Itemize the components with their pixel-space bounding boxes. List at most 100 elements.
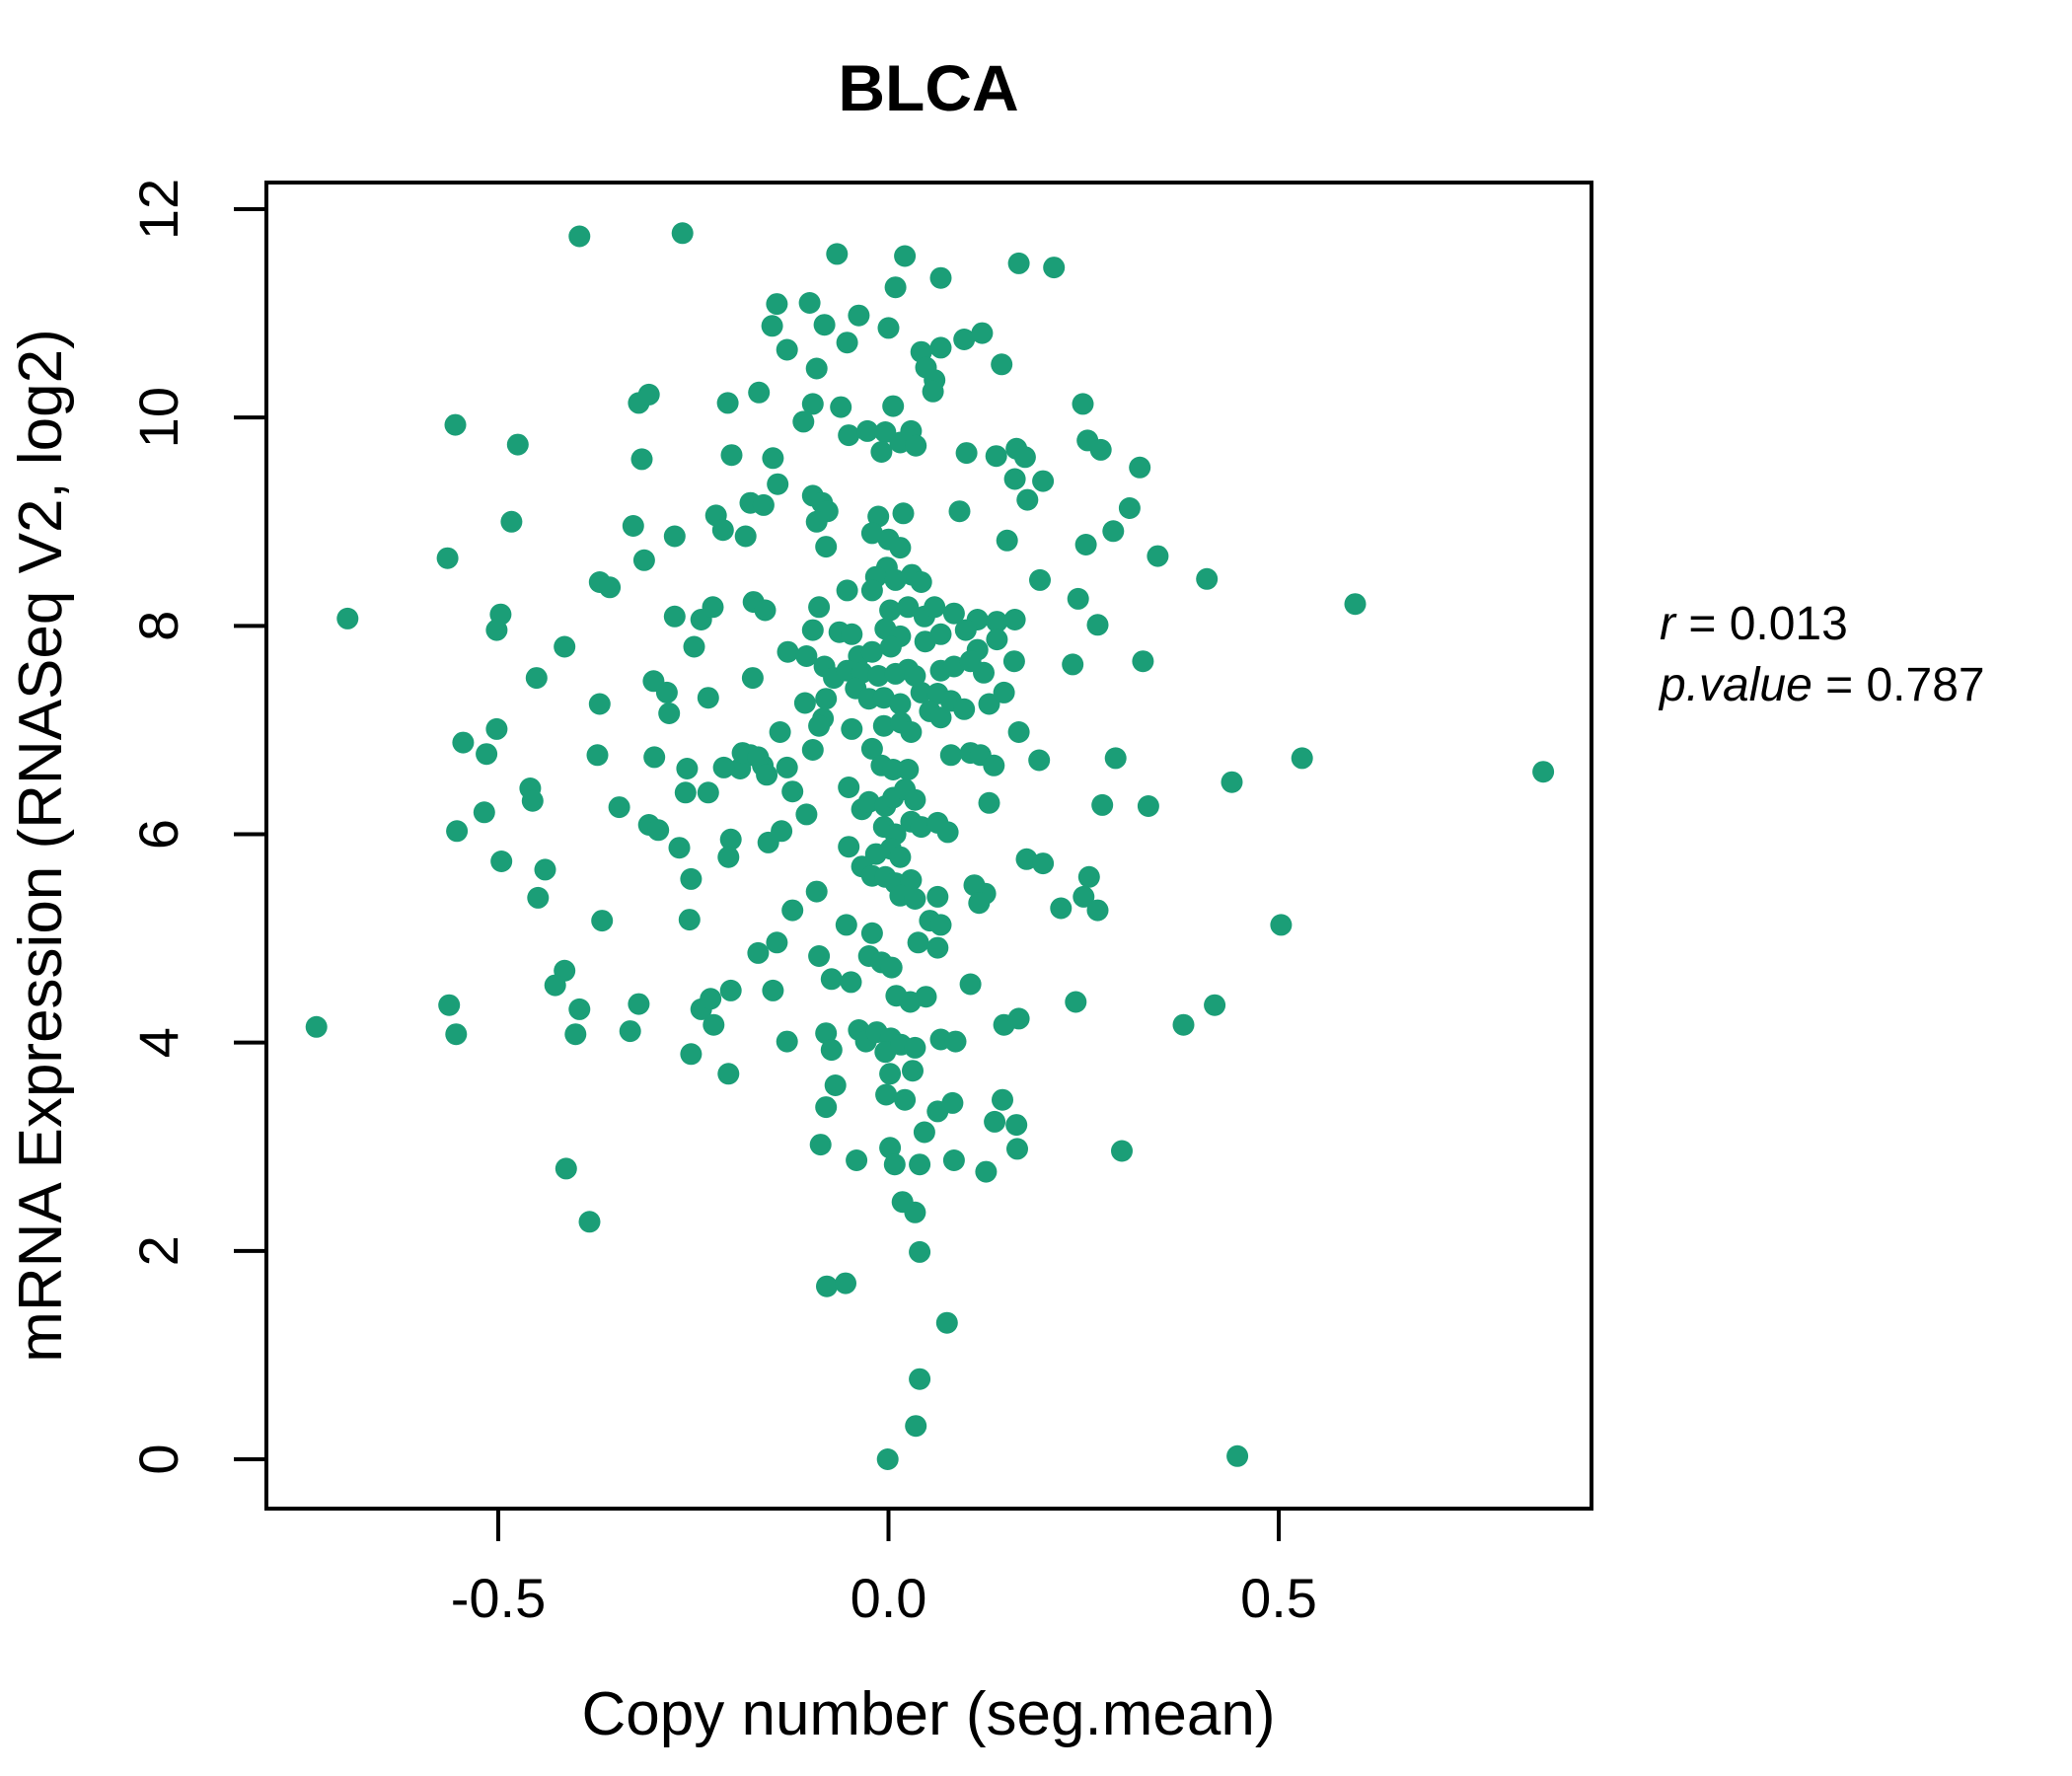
stat-pvalue-text: p.value = 0.787: [1658, 659, 1985, 711]
data-point: [1015, 848, 1038, 870]
data-point: [756, 764, 778, 786]
data-point: [801, 393, 824, 415]
data-point: [926, 885, 949, 908]
y-tick-label: 2: [127, 1235, 189, 1266]
data-point: [719, 828, 742, 851]
data-point: [857, 790, 880, 813]
data-point: [835, 1272, 856, 1295]
data-point: [884, 662, 907, 685]
data-point: [1029, 568, 1051, 591]
data-point: [628, 993, 650, 1015]
data-point: [734, 525, 757, 548]
data-point: [935, 1311, 958, 1334]
data-point: [867, 505, 890, 528]
data-point: [936, 821, 959, 844]
data-point: [795, 803, 818, 826]
data-point: [879, 1063, 902, 1085]
data-point: [897, 759, 920, 780]
data-point: [680, 1043, 703, 1066]
data-point: [568, 225, 591, 248]
data-point: [860, 640, 883, 663]
data-point: [637, 383, 660, 406]
data-point: [805, 880, 828, 903]
data-point: [813, 314, 836, 336]
data-point: [904, 1201, 926, 1223]
data-point: [1344, 593, 1367, 616]
data-point: [506, 433, 529, 456]
data-point: [697, 781, 719, 804]
data-point: [766, 931, 788, 954]
data-point: [1221, 771, 1243, 793]
x-tick-label: 0.0: [851, 1567, 927, 1629]
data-point: [904, 888, 926, 910]
data-point: [835, 914, 857, 936]
data-point: [872, 714, 895, 737]
data-point: [953, 329, 976, 350]
data-point: [922, 380, 944, 403]
data-point: [793, 692, 816, 714]
data-point: [900, 869, 923, 891]
data-point: [909, 1240, 931, 1263]
data-point: [717, 1063, 740, 1085]
data-point: [892, 502, 915, 525]
data-point: [900, 721, 923, 743]
data-point: [717, 846, 740, 868]
data-point: [534, 858, 556, 881]
data-point: [678, 909, 701, 931]
data-point: [801, 619, 824, 641]
y-tick-label: 10: [127, 387, 189, 448]
data-point: [877, 317, 900, 339]
data-point: [676, 758, 699, 779]
data-point: [1013, 446, 1036, 469]
data-point: [942, 655, 965, 678]
data-point: [841, 717, 863, 740]
data-point: [894, 1088, 917, 1111]
data-point: [1147, 545, 1169, 567]
data-point: [776, 338, 798, 361]
data-point: [889, 537, 912, 559]
data-point: [841, 623, 863, 645]
data-point: [674, 781, 697, 804]
data-point: [805, 357, 828, 380]
data-point: [904, 788, 926, 811]
data-point: [905, 434, 927, 457]
data-point: [910, 571, 932, 593]
data-point: [1196, 567, 1219, 590]
data-point: [986, 611, 1008, 633]
data-point: [1003, 468, 1026, 490]
data-point: [544, 974, 566, 997]
data-point: [924, 596, 946, 619]
data-point: [975, 1160, 998, 1183]
y-tick-label: 0: [127, 1443, 189, 1474]
data-point: [655, 681, 678, 703]
data-point: [879, 635, 902, 658]
data-point: [1006, 1138, 1028, 1160]
data-point: [985, 445, 1007, 468]
data-point: [876, 1448, 899, 1470]
data-point: [776, 1030, 798, 1053]
data-point: [711, 519, 734, 542]
data-point: [805, 510, 828, 533]
data-point: [632, 549, 655, 571]
data-point: [578, 1211, 601, 1233]
data-point: [991, 353, 1013, 376]
data-point: [1532, 761, 1555, 783]
data-point: [904, 1036, 926, 1059]
stat-r-value: = 0.013: [1675, 598, 1848, 650]
y-tick-label: 8: [127, 611, 189, 641]
data-point: [879, 1137, 902, 1159]
plot-title: BLCA: [838, 51, 1018, 124]
y-tick-label: 6: [127, 819, 189, 850]
data-point: [1065, 991, 1087, 1013]
data-point: [754, 599, 777, 622]
data-point: [619, 1020, 641, 1043]
data-point: [798, 292, 821, 314]
data-point: [599, 576, 622, 599]
data-point: [336, 607, 359, 629]
data-point: [1028, 749, 1051, 772]
data-point: [996, 529, 1018, 552]
data-point: [795, 645, 818, 667]
data-point: [622, 515, 644, 537]
data-point: [1291, 747, 1313, 770]
